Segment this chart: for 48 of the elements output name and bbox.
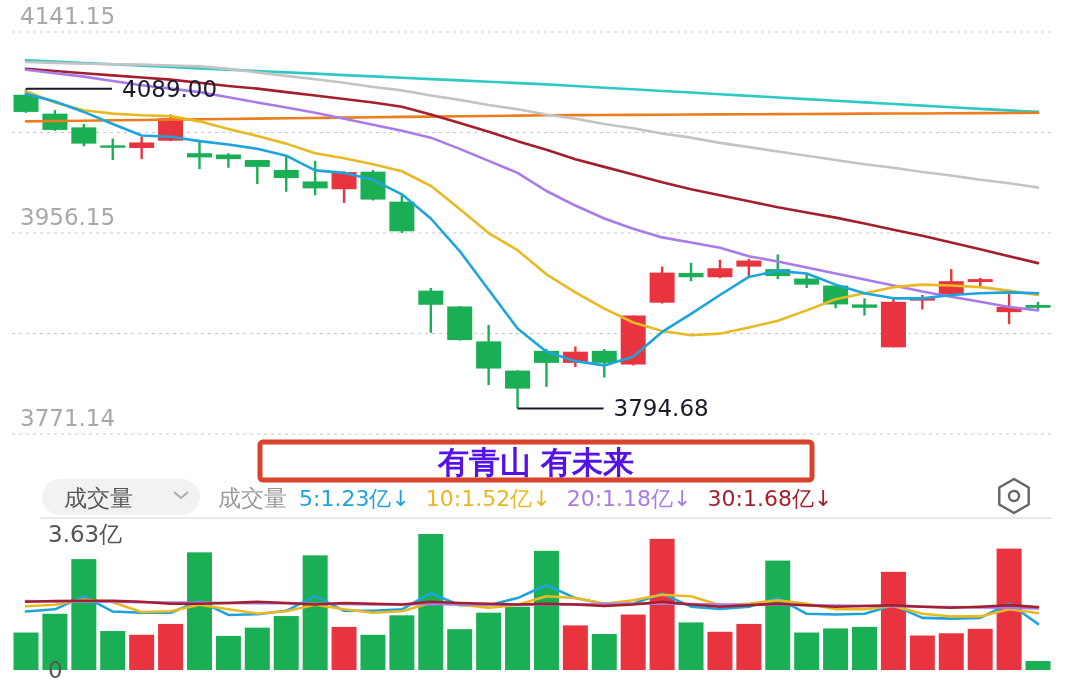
bar xyxy=(418,534,444,670)
bar xyxy=(533,550,559,670)
bar xyxy=(505,606,531,670)
bar xyxy=(880,571,906,670)
text: 20:1.18亿↓ xyxy=(566,486,692,511)
ytick: 4141.15 xyxy=(20,3,116,29)
bar xyxy=(852,626,878,670)
bar xyxy=(938,633,964,670)
legend-title: 成交量 xyxy=(218,485,287,511)
bar xyxy=(678,622,704,670)
text: 5:1.23亿↓ xyxy=(299,486,410,511)
bar xyxy=(620,614,646,670)
bar xyxy=(794,632,820,670)
bar xyxy=(562,625,588,670)
bar xyxy=(967,628,993,670)
bar xyxy=(591,634,617,670)
bar xyxy=(823,628,849,670)
bar xyxy=(389,615,415,670)
bar xyxy=(13,632,39,670)
bar xyxy=(360,634,386,670)
bar xyxy=(273,616,299,670)
bar xyxy=(736,623,762,670)
bar xyxy=(100,631,126,670)
bar xyxy=(909,635,935,670)
bar xyxy=(447,629,473,670)
text: 10:1.52亿↓ xyxy=(425,486,551,511)
y-tick-label: 3.63亿 xyxy=(48,521,123,547)
bar xyxy=(158,623,184,670)
bar xyxy=(1025,661,1051,670)
bar xyxy=(244,627,270,670)
bar xyxy=(302,555,328,670)
bar xyxy=(765,560,791,670)
bar xyxy=(215,635,241,670)
ytick: 3956.15 xyxy=(20,204,116,230)
volume-selector: 成交量 xyxy=(42,479,200,515)
overlay-caption: 有青山 有未来 xyxy=(257,439,815,483)
bar xyxy=(331,626,357,670)
ytick: 3771.14 xyxy=(20,405,116,431)
bar xyxy=(129,634,155,670)
bar xyxy=(996,548,1022,670)
bar xyxy=(649,538,675,670)
annotation: 3794.68 xyxy=(613,395,709,422)
bar xyxy=(186,552,212,670)
text: 30:1.68亿↓ xyxy=(707,486,833,511)
bar xyxy=(707,631,733,670)
bar xyxy=(476,612,502,670)
bar xyxy=(71,559,97,670)
line-series xyxy=(24,599,1040,610)
